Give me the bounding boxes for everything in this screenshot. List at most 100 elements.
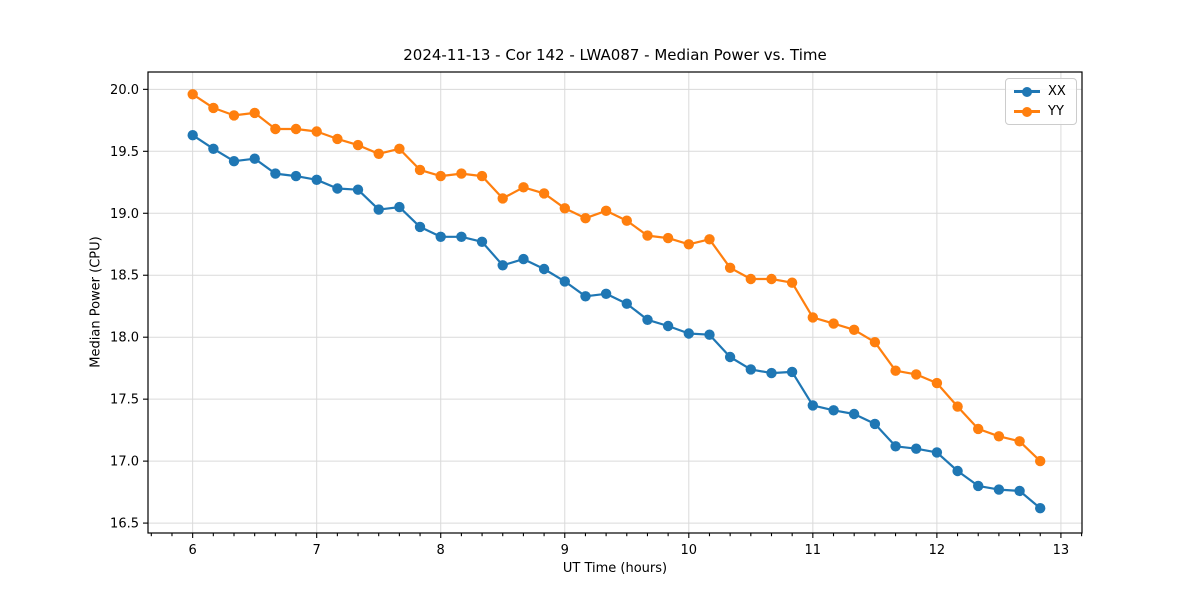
y-tick-labels: 16.5 17.0 17.5 18.0 18.5 19.0 19.5 20.0 [110,83,139,532]
data-point-YY [476,170,488,182]
data-point-YY [270,123,281,135]
data-point-YY [187,89,198,100]
data-point-XX [187,130,198,141]
data-point-XX [683,328,694,339]
data-point-YY [1035,455,1046,467]
data-point-XX [228,156,240,167]
legend-label: XX [1048,84,1066,99]
y-tick-label: 20.0 [110,83,139,98]
data-point-YY [332,133,343,145]
data-point-XX [1035,503,1046,514]
data-point-XX [869,418,881,430]
data-point-YY [973,423,984,435]
data-point-XX [249,153,260,164]
data-point-XX [332,183,343,194]
data-point-XX [435,231,446,242]
data-point-YY [290,123,302,135]
legend-entry-xx: XX [1014,84,1066,99]
x-tick-label: 12 [929,543,946,558]
data-point-XX [890,441,901,452]
legend-line-sample [1014,86,1040,97]
x-tick-label: 11 [805,543,822,558]
data-point-XX [973,480,984,492]
x-tick-label: 8 [437,543,445,558]
x-tick-label: 13 [1053,543,1070,558]
x-tick-label: 10 [681,543,698,558]
x-tick-label: 9 [561,543,569,558]
data-point-YY [993,431,1005,442]
data-point-YY [228,110,240,121]
data-point-YY [745,273,756,285]
y-tick-label: 18.0 [110,331,139,346]
legend-marker-icon [1022,86,1032,97]
data-point-XX [580,291,591,302]
chart-title: 2024-11-13 - Cor 142 - LWA087 - Median P… [403,46,827,64]
data-point-YY [600,205,612,216]
data-point-XX [952,465,963,477]
data-point-YY [580,213,591,224]
data-point-XX [373,204,384,215]
data-point-XX [931,447,943,458]
data-point-XX [497,260,508,271]
data-point-XX [414,221,426,233]
data-point-YY [497,193,508,204]
series-YY-line [191,93,1042,463]
data-point-YY [911,369,922,380]
data-point-XX [456,231,467,242]
data-point-YY [848,324,860,335]
data-point-XX [600,288,612,299]
data-point-XX [208,143,219,154]
x-tick-label: 6 [189,543,197,558]
data-point-XX [621,298,632,309]
gridlines [148,72,1082,533]
data-point-YY [807,312,818,323]
data-point-XX [394,201,405,213]
data-point-YY [786,277,798,288]
data-point-YY [538,188,550,199]
data-point-XX [1014,485,1025,497]
data-point-YY [394,143,405,154]
legend-line-sample [1014,106,1040,117]
data-point-XX [766,367,777,379]
data-point-XX [828,405,839,416]
data-point-XX [662,320,674,332]
y-tick-label: 16.5 [110,517,139,532]
data-point-YY [642,230,653,241]
series-XX-markers [187,130,1046,514]
data-point-XX [911,443,922,454]
axis-ticks [143,88,1083,538]
data-point-YY [931,377,943,389]
data-point-YY [352,139,364,151]
y-tick-label: 19.0 [110,207,139,222]
data-point-YY [683,239,694,250]
legend-marker-icon [1022,106,1032,117]
data-point-YY [435,170,446,182]
y-tick-label: 17.0 [110,455,139,470]
data-point-YY [208,102,219,114]
data-point-XX [807,400,818,411]
data-point-XX [290,170,302,182]
data-point-YY [890,365,901,376]
data-point-XX [786,366,798,378]
data-point-XX [270,168,281,179]
data-point-YY [704,234,715,245]
data-point-XX [559,276,570,287]
data-point-XX [538,263,550,275]
data-point-YY [373,148,384,159]
data-point-YY [559,203,570,214]
x-tick-label: 7 [313,543,321,558]
legend: XX YY [1005,78,1077,125]
data-point-YY [518,182,529,193]
legend-label: YY [1048,104,1064,119]
x-axis-label: UT Time (hours) [562,561,668,576]
data-point-YY [766,273,777,285]
data-point-XX [518,253,529,265]
data-point-YY [456,168,467,179]
y-axis-label: Median Power (CPU) [88,236,104,368]
data-point-YY [724,262,736,273]
y-tick-label: 17.5 [110,393,139,408]
data-point-XX [704,329,715,340]
series-YY-markers [187,89,1046,467]
